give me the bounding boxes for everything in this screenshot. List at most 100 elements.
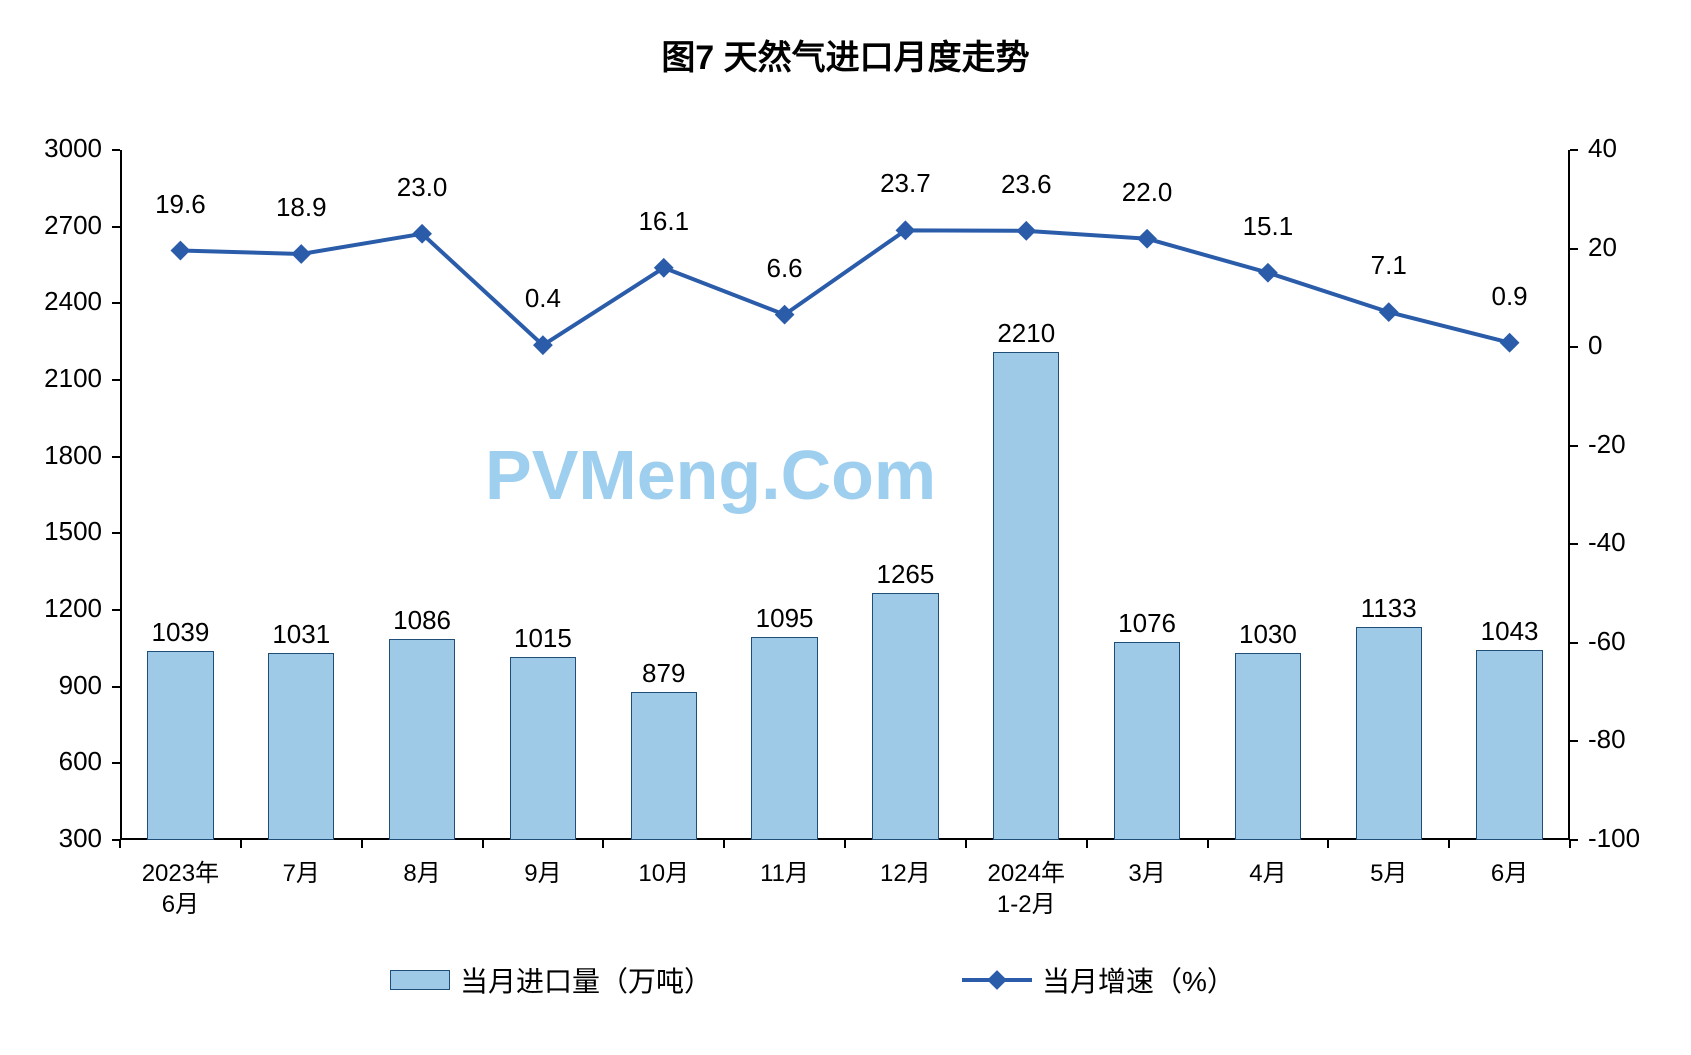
yright-tick — [1570, 149, 1578, 151]
line-series-svg — [120, 150, 1570, 840]
bar — [1114, 642, 1180, 840]
bar-value-label: 879 — [642, 658, 685, 689]
legend-line-swatch — [962, 970, 1032, 990]
bar-value-label: 1265 — [876, 559, 934, 590]
bar — [993, 352, 1059, 840]
bar — [1356, 627, 1422, 840]
line-value-label: 22.0 — [1122, 177, 1173, 208]
line-value-label: 18.9 — [276, 192, 327, 223]
growth-line — [180, 230, 1509, 345]
x-category-label: 4月 — [1249, 858, 1286, 889]
bar — [631, 692, 697, 840]
yleft-tick-label: 3000 — [44, 133, 102, 164]
chart-title: 图7 天然气进口月度走势 — [0, 30, 1691, 79]
yright-tick — [1570, 839, 1578, 841]
yright-tick — [1570, 445, 1578, 447]
legend: 当月进口量（万吨） 当月增速（%） — [390, 960, 1235, 1000]
yleft-tick — [112, 456, 120, 458]
x-tick — [844, 840, 846, 848]
line-marker — [291, 244, 311, 264]
x-tick — [240, 840, 242, 848]
x-tick — [723, 840, 725, 848]
line-marker — [1258, 263, 1278, 283]
yright-tick — [1570, 740, 1578, 742]
x-category-label: 2024年 1-2月 — [988, 858, 1065, 920]
x-category-label: 2023年 6月 — [142, 858, 219, 920]
x-tick — [482, 840, 484, 848]
line-value-label: 15.1 — [1243, 211, 1294, 242]
bar — [147, 651, 213, 840]
x-tick — [965, 840, 967, 848]
yright-tick-label: -100 — [1588, 823, 1640, 854]
yright-tick-label: -40 — [1588, 527, 1626, 558]
yright-tick-label: -20 — [1588, 429, 1626, 460]
line-marker — [654, 258, 674, 278]
line-marker — [1379, 302, 1399, 322]
bar-value-label: 1095 — [756, 603, 814, 634]
yleft-tick-label: 300 — [59, 823, 102, 854]
yleft-tick — [112, 149, 120, 151]
yleft-tick — [112, 762, 120, 764]
plot-area: PVMeng.Com 30060090012001500180021002400… — [120, 150, 1570, 840]
line-value-label: 7.1 — [1371, 250, 1407, 281]
yleft-tick — [112, 226, 120, 228]
yleft-tick-label: 2400 — [44, 286, 102, 317]
x-tick — [1448, 840, 1450, 848]
x-category-label: 11月 — [760, 858, 809, 889]
yright-tick-label: -60 — [1588, 626, 1626, 657]
legend-bar-label: 当月进口量（万吨） — [460, 960, 712, 1000]
x-tick — [602, 840, 604, 848]
yright-tick — [1570, 642, 1578, 644]
yleft-tick-label: 1200 — [44, 593, 102, 624]
line-value-label: 23.0 — [397, 172, 448, 203]
x-tick — [361, 840, 363, 848]
legend-item-line: 当月增速（%） — [962, 960, 1235, 1000]
x-category-label: 7月 — [283, 858, 320, 889]
x-category-label: 12月 — [880, 858, 931, 889]
bar — [268, 653, 334, 840]
yright-tick-label: 0 — [1588, 330, 1602, 361]
bar-value-label: 1015 — [514, 623, 572, 654]
yleft-tick — [112, 532, 120, 534]
yright-tick — [1570, 248, 1578, 250]
bar-value-label: 1030 — [1239, 619, 1297, 650]
line-marker — [1016, 221, 1036, 241]
line-value-label: 19.6 — [155, 189, 206, 220]
line-marker — [1137, 229, 1157, 249]
x-tick — [1207, 840, 1209, 848]
bar-value-label: 1043 — [1481, 616, 1539, 647]
x-category-label: 9月 — [524, 858, 561, 889]
bar — [751, 637, 817, 840]
yright-tick-label: 20 — [1588, 232, 1617, 263]
bar — [510, 657, 576, 840]
yright-tick — [1570, 543, 1578, 545]
line-value-label: 23.7 — [880, 168, 931, 199]
yleft-tick-label: 1800 — [44, 440, 102, 471]
x-tick — [1327, 840, 1329, 848]
x-category-label: 6月 — [1491, 858, 1528, 889]
line-marker — [171, 241, 191, 261]
yleft-tick-label: 2100 — [44, 363, 102, 394]
x-category-label: 5月 — [1370, 858, 1407, 889]
bar — [872, 593, 938, 840]
x-category-label: 10月 — [638, 858, 689, 889]
legend-bar-swatch — [390, 970, 450, 990]
bar-value-label: 1039 — [151, 617, 209, 648]
line-value-label: 0.9 — [1492, 281, 1528, 312]
line-value-label: 23.6 — [1001, 169, 1052, 200]
line-value-label: 6.6 — [767, 253, 803, 284]
bar-value-label: 2210 — [997, 318, 1055, 349]
x-tick — [119, 840, 121, 848]
line-value-label: 16.1 — [638, 206, 689, 237]
yleft-tick-label: 900 — [59, 670, 102, 701]
yleft-tick — [112, 686, 120, 688]
bar-value-label: 1086 — [393, 605, 451, 636]
yright-tick-label: 40 — [1588, 133, 1617, 164]
x-tick — [1086, 840, 1088, 848]
yright-tick — [1570, 346, 1578, 348]
bar — [389, 639, 455, 840]
yleft-tick-label: 2700 — [44, 210, 102, 241]
bar-value-label: 1031 — [272, 619, 330, 650]
yright-tick-label: -80 — [1588, 724, 1626, 755]
yleft-tick — [112, 302, 120, 304]
